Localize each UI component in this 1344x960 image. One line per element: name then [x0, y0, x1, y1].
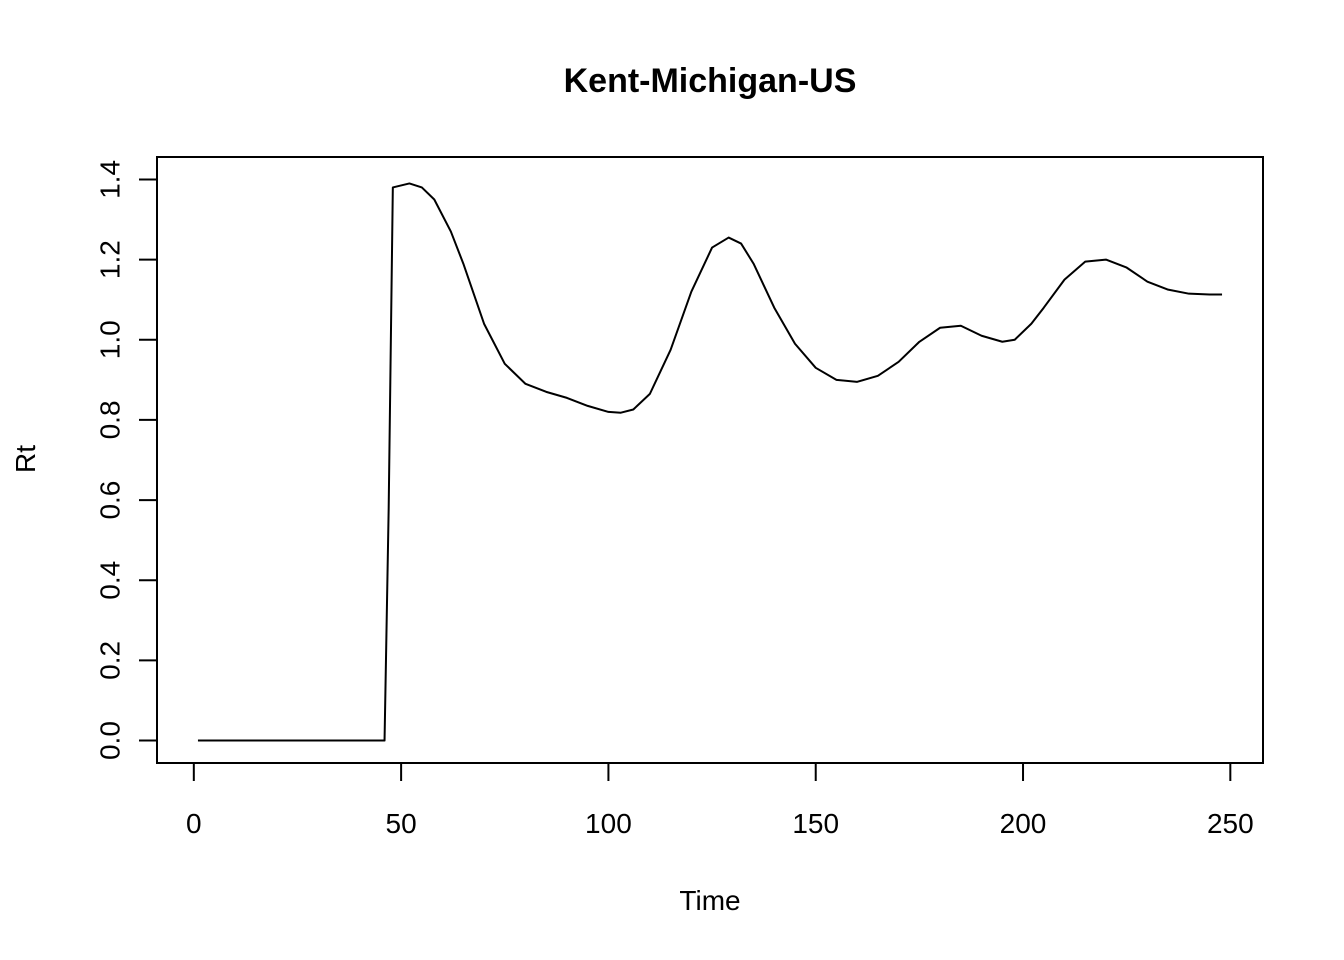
plot-frame	[156, 156, 1264, 764]
y-tick-label: 1.4	[95, 160, 126, 199]
y-tick-label: 0.4	[95, 561, 126, 600]
y-axis-label: Rt	[10, 445, 41, 473]
x-tick-label: 50	[386, 808, 417, 839]
x-tick-label: 150	[792, 808, 839, 839]
x-tick-label: 200	[1000, 808, 1047, 839]
y-tick-label: 0.6	[95, 481, 126, 520]
y-axis: 0.0 0.2 0.4 0.6 0.8 1.0 1.2 1.4	[95, 160, 158, 760]
y-tick-label: 0.2	[95, 641, 126, 680]
y-tick-label: 0.0	[95, 721, 126, 760]
series-line-rt	[197, 182, 1223, 742]
x-tick-label: 100	[585, 808, 632, 839]
y-tick-label: 1.0	[95, 320, 126, 359]
y-tick-label: 1.2	[95, 240, 126, 279]
x-tick-label: 0	[186, 808, 202, 839]
series-layer	[197, 182, 1223, 742]
x-axis-label: Time	[679, 885, 740, 916]
y-tick-label: 0.8	[95, 400, 126, 439]
chart-title: Kent-Michigan-US	[564, 62, 857, 100]
x-axis: 0 50 100 150 200 250	[186, 762, 1254, 839]
x-tick-label: 250	[1207, 808, 1254, 839]
